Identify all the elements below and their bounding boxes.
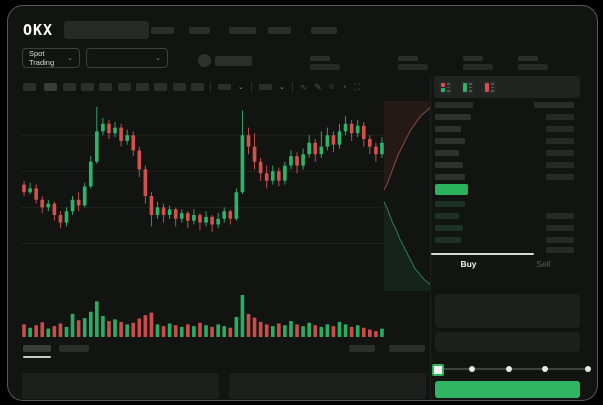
toolbar-divider	[250, 82, 252, 92]
buy-tab-label: Buy	[460, 259, 477, 269]
bid-row-price[interactable]	[435, 237, 461, 243]
ask-row-amount	[546, 162, 574, 168]
nav-item-3[interactable]	[229, 27, 256, 34]
stat-label-3	[463, 56, 483, 61]
orderbook-asks-icon[interactable]	[483, 80, 496, 94]
ask-row-price[interactable]	[435, 174, 465, 180]
sell-tab-label: Sell	[536, 259, 551, 269]
timeframe-button-8[interactable]	[154, 83, 167, 91]
ask-row-amount	[546, 138, 574, 144]
orderbook-header-amount	[534, 102, 574, 108]
stat-value-1	[310, 64, 340, 70]
indicator-dropdown[interactable]	[218, 84, 231, 90]
bid-row-amount	[546, 237, 574, 243]
stat-value-3	[463, 64, 493, 70]
orderbook-header-price	[435, 102, 473, 108]
bid-row-price[interactable]	[435, 225, 463, 231]
stat-label-1	[310, 56, 330, 61]
stat-label-4	[518, 56, 538, 61]
orders-tab-indicator	[23, 356, 51, 358]
orders-filter-2[interactable]	[389, 345, 425, 352]
stat-value-2	[398, 64, 428, 70]
orderbook-toolbar	[434, 76, 580, 98]
ask-row-amount	[546, 150, 574, 156]
stat-value-4	[518, 64, 548, 70]
orderbook-bids-icon[interactable]	[461, 80, 474, 94]
app-window: OKX Spot Trading ⌄ ⌄ ⌄ ⌄ ∿ ✎ ⌾	[7, 5, 598, 401]
buy-submit-button[interactable]	[435, 381, 580, 398]
fullscreen-icon[interactable]: ⛶	[353, 81, 360, 92]
ask-row-amount	[546, 114, 574, 120]
camera-icon[interactable]: ⌾	[328, 81, 335, 92]
panel-divider	[430, 76, 431, 400]
ask-row-price[interactable]	[435, 138, 465, 144]
ask-row-amount	[546, 174, 574, 180]
chevron-down-icon: ⌄	[67, 54, 73, 62]
amount-input[interactable]	[435, 332, 580, 352]
volume-bars	[22, 295, 384, 337]
price-toggle-icon[interactable]	[198, 54, 211, 67]
slider-step-100[interactable]	[585, 366, 591, 372]
timeframe-button-10[interactable]	[191, 83, 204, 91]
history-icon[interactable]: ◔	[341, 81, 347, 92]
nav-item-4[interactable]	[268, 27, 291, 34]
candlestick-chart[interactable]	[21, 101, 385, 291]
timeframe-button-9[interactable]	[173, 83, 186, 91]
last-price-badge[interactable]	[435, 184, 468, 195]
orders-tab-active[interactable]	[23, 345, 51, 352]
toolbar-divider	[210, 82, 211, 92]
bid-row-price[interactable]	[435, 213, 459, 219]
depth-overlay[interactable]	[383, 101, 431, 291]
slider-step-25[interactable]	[469, 366, 475, 372]
toolbar-divider	[291, 82, 293, 92]
bid-row-amount	[546, 213, 574, 219]
orderbook-all-icon[interactable]	[439, 80, 452, 94]
nav-item-1[interactable]	[151, 27, 174, 34]
bid-row-amount	[546, 225, 574, 231]
timeframe-button-4[interactable]	[81, 83, 94, 91]
nav-item-2[interactable]	[189, 27, 210, 34]
slider-step-50[interactable]	[506, 366, 512, 372]
timeframe-button-1[interactable]	[23, 83, 36, 91]
timeframe-button-3[interactable]	[63, 83, 76, 91]
tab-buy[interactable]: Buy	[431, 256, 506, 272]
slider-step-75[interactable]	[542, 366, 548, 372]
buy-tab-indicator	[431, 253, 534, 255]
bid-row-price[interactable]	[435, 201, 465, 207]
price-display	[215, 56, 252, 66]
timeframe-button-5[interactable]	[99, 83, 112, 91]
chevron-down-icon[interactable]: ⌄	[238, 83, 244, 91]
slider-handle[interactable]	[432, 364, 444, 376]
orders-panel-right	[229, 373, 426, 399]
search-input[interactable]	[64, 21, 149, 39]
ask-row-price[interactable]	[435, 114, 471, 120]
market-type-label: Spot Trading	[29, 49, 55, 67]
order-history-tab[interactable]	[59, 345, 89, 352]
price-input[interactable]	[435, 294, 580, 328]
orders-filter-1[interactable]	[349, 345, 375, 352]
okx-logo: OKX	[23, 21, 54, 39]
amount-slider-track[interactable]	[435, 368, 589, 370]
pair-selector-dropdown[interactable]: ⌄	[86, 48, 168, 68]
ask-row-amount	[546, 126, 574, 132]
chevron-down-icon: ⌄	[155, 54, 161, 62]
tab-sell[interactable]: Sell	[506, 256, 581, 272]
timeframe-button-7[interactable]	[136, 83, 149, 91]
chevron-down-icon[interactable]: ⌄	[278, 83, 285, 91]
draw-tool-icon[interactable]: ✎	[314, 81, 322, 92]
ask-row-price[interactable]	[435, 150, 459, 156]
timeframe-button-6[interactable]	[118, 83, 131, 91]
market-type-dropdown[interactable]: Spot Trading ⌄	[22, 48, 80, 68]
nav-item-5[interactable]	[311, 27, 337, 34]
line-chart-icon[interactable]: ∿	[299, 81, 308, 92]
ask-row-price[interactable]	[435, 162, 463, 168]
ask-row-price[interactable]	[435, 126, 461, 132]
overlay-dropdown[interactable]	[258, 84, 272, 90]
orders-panel-left	[22, 373, 219, 399]
timeframe-button-2-active[interactable]	[44, 83, 57, 91]
bid-row-amount	[546, 247, 574, 253]
stat-label-2	[398, 56, 418, 61]
